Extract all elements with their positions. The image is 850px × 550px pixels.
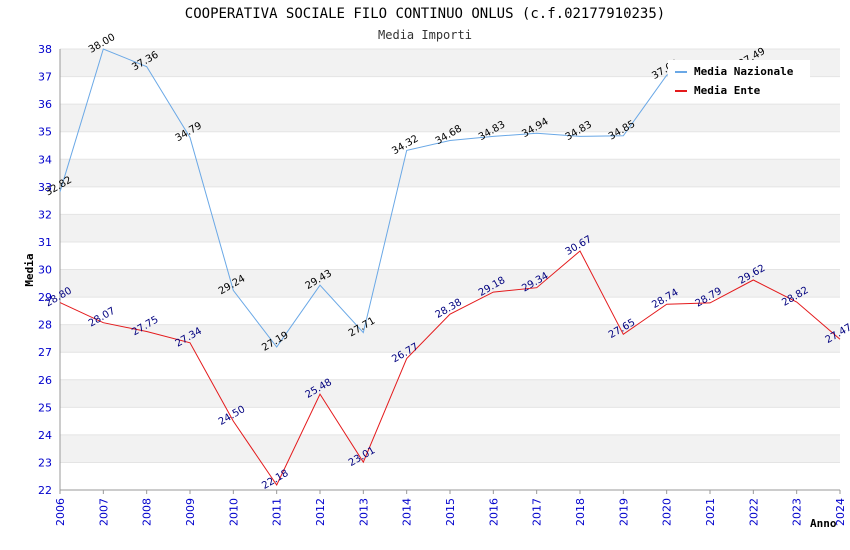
y-tick-label-35: 35: [38, 126, 52, 139]
y-tick-label-24: 24: [38, 429, 52, 442]
y-tick-label-23: 23: [38, 456, 52, 469]
x-tick-label-2016: 2016: [487, 498, 500, 526]
y-tick-label-33: 33: [38, 181, 52, 194]
y-tick-label-27: 27: [38, 346, 52, 359]
x-tick-label-2020: 2020: [661, 498, 674, 526]
x-tick-label-2022: 2022: [747, 498, 760, 526]
x-tick-label-2006: 2006: [54, 498, 67, 526]
y-tick-label-31: 31: [38, 236, 52, 249]
x-tick-label-2010: 2010: [227, 498, 240, 526]
x-tick-label-2008: 2008: [141, 498, 154, 526]
y-tick-label-30: 30: [38, 264, 52, 277]
grid-band-35: [60, 104, 840, 132]
grid-band-24: [60, 407, 840, 435]
legend-label-media-nazionale: Media Nazionale: [694, 65, 794, 78]
x-axis-label: Anno: [810, 517, 837, 530]
legend-box: [668, 60, 810, 102]
y-tick-label-28: 28: [38, 319, 52, 332]
x-tick-label-2023: 2023: [791, 498, 804, 526]
y-axis-label: Media: [23, 253, 36, 286]
series-group: [59, 48, 841, 487]
grid-band-26: [60, 352, 840, 380]
y-tick-label-29: 29: [38, 291, 52, 304]
y-tick-label-32: 32: [38, 208, 52, 221]
chart-subtitle: Media Importi: [378, 28, 472, 42]
y-tick-label-22: 22: [38, 484, 52, 497]
chart-title: COOPERATIVA SOCIALE FILO CONTINUO ONLUS …: [185, 6, 665, 22]
grid-band-28: [60, 297, 840, 325]
grid-band-25: [60, 379, 840, 408]
x-tick-label-2019: 2019: [617, 498, 630, 526]
series-line-media-ente: [59, 250, 841, 487]
grid-band-22: [60, 462, 840, 490]
y-tick-label-37: 37: [38, 71, 52, 84]
y-tick-label-36: 36: [38, 98, 52, 111]
x-tick-label-2013: 2013: [357, 498, 370, 526]
x-tick-label-2015: 2015: [444, 498, 457, 526]
y-tick-label-34: 34: [38, 153, 52, 166]
x-tick-label-2014: 2014: [401, 498, 414, 526]
x-tick-label-2018: 2018: [574, 498, 587, 526]
x-tick-label-2017: 2017: [531, 498, 544, 526]
legend-label-media-ente: Media Ente: [694, 84, 761, 97]
y-ticks: 22 23 24 25 26 27 28 29 30 31 32 33 34 35 36 37 38: [38, 43, 52, 497]
series-line-media-nazionale: [59, 48, 754, 348]
grid-band-34: [60, 131, 840, 160]
x-ticks: 2006 2007 2008 2009 2010 2011 2012 2013 2014 2015…: [54, 490, 847, 526]
x-tick-label-2021: 2021: [704, 498, 717, 526]
x-tick-label-2009: 2009: [184, 498, 197, 526]
x-tick-label-2007: 2007: [97, 498, 110, 526]
grid-band-33: [60, 159, 840, 187]
y-tick-label-25: 25: [38, 401, 52, 414]
legend: Media Nazionale Media Ente: [668, 60, 810, 102]
grid-band-30: [60, 241, 840, 270]
grid-band-29: [60, 269, 840, 298]
grid-band-23: [60, 434, 840, 463]
x-tick-label-2012: 2012: [314, 498, 327, 526]
grid-band-31: [60, 214, 840, 242]
x-tick-label-2011: 2011: [271, 498, 284, 526]
grid-bands: [60, 48, 840, 491]
y-tick-label-26: 26: [38, 374, 52, 387]
grid-band-32: [60, 186, 840, 215]
grid-band-27: [60, 324, 840, 353]
x-tick-label-2024: 2024: [834, 498, 847, 526]
y-tick-label-38: 38: [38, 43, 52, 56]
